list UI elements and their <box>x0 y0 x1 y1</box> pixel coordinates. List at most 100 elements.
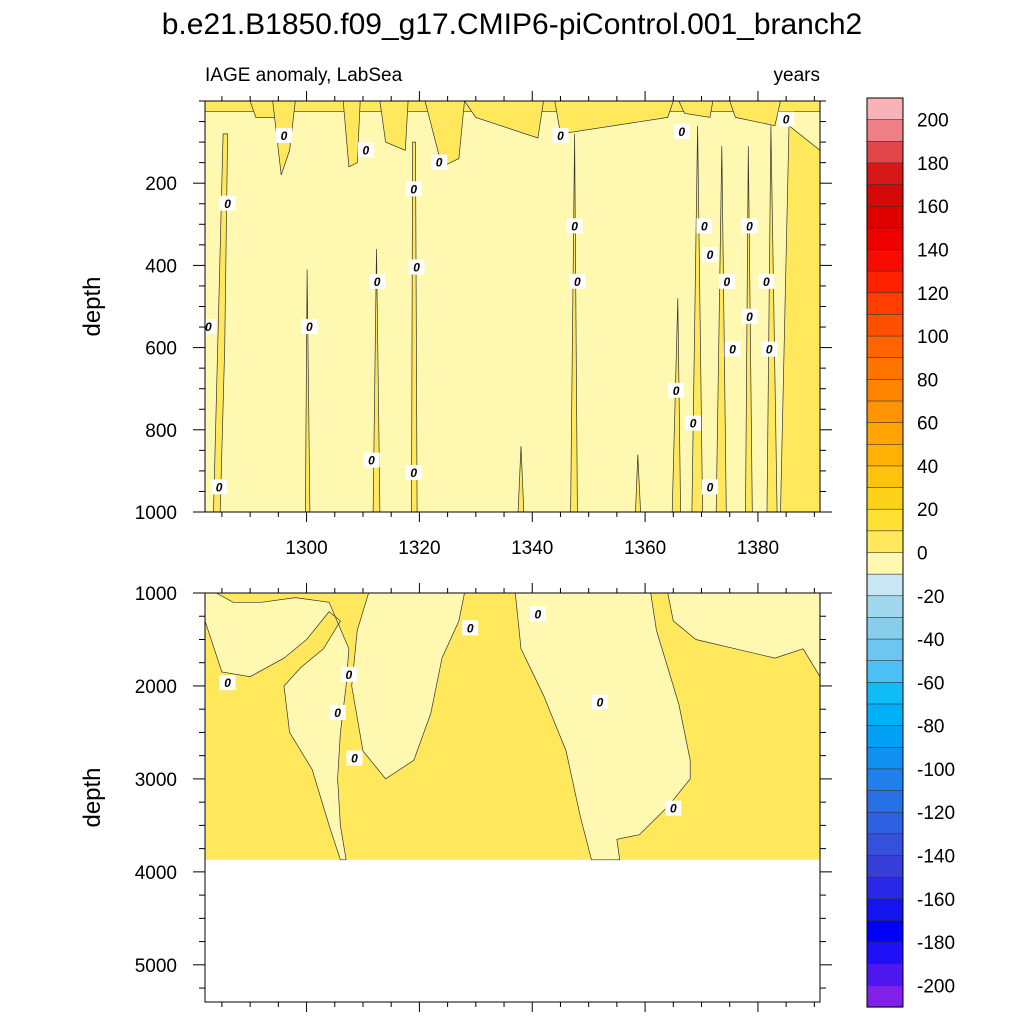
contour-label: 0 <box>529 606 546 622</box>
contour-label-text: 0 <box>224 197 231 211</box>
colorbar-label: -40 <box>917 630 944 651</box>
contour-label-box <box>673 123 690 139</box>
colorbar-swatch <box>866 335 904 359</box>
contour-label-box <box>685 415 702 431</box>
contour-label-box <box>363 452 380 468</box>
colorbar-label: -120 <box>917 803 955 824</box>
contour-label-text: 0 <box>597 696 604 710</box>
colorbar-label: 40 <box>917 457 938 478</box>
y-tick-label: 2000 <box>135 677 177 698</box>
contour-label-text: 0 <box>763 275 770 289</box>
contour-label-box <box>462 620 479 636</box>
colorbar-label: 140 <box>917 241 949 262</box>
colorbar-frame <box>866 97 904 1008</box>
colorbar: 200180160140120100806040200-20-40-60-80-… <box>866 97 955 1008</box>
contour-label-text: 0 <box>724 275 731 289</box>
colorbar-swatch <box>866 227 904 251</box>
y-tick-label: 1000 <box>135 584 177 605</box>
contour-label: 0 <box>346 750 363 766</box>
contour-label: 0 <box>431 154 448 170</box>
contour-label-text: 0 <box>224 676 231 690</box>
contour-label-box <box>219 195 236 211</box>
colorbar-swatch <box>866 703 904 727</box>
y-axis-label: depth <box>79 767 106 827</box>
contour-label-box <box>200 319 217 335</box>
contour-label-box <box>758 273 775 289</box>
contour-label: 0 <box>219 195 236 211</box>
contour-label: 0 <box>569 273 586 289</box>
contour-label-text: 0 <box>410 182 417 196</box>
contour-label-text: 0 <box>368 454 375 468</box>
colorbar-swatch <box>866 487 904 510</box>
contour-label: 0 <box>462 620 479 636</box>
lower-frame <box>204 592 821 1003</box>
contour-label-text: 0 <box>216 480 223 494</box>
colorbar-swatch <box>866 963 904 986</box>
colorbar-label: -20 <box>917 587 944 608</box>
contour-label: 0 <box>758 273 775 289</box>
contour-label-text: 0 <box>746 219 753 233</box>
colorbar-swatch <box>866 682 904 705</box>
contour-label-text: 0 <box>783 112 790 126</box>
colorbar-label: 100 <box>917 327 949 348</box>
colorbar-swatch <box>866 162 904 186</box>
colorbar-swatch <box>866 552 904 575</box>
colorbar-swatch <box>866 443 904 467</box>
colorbar-swatch <box>866 400 904 424</box>
contour-label-text: 0 <box>574 275 581 289</box>
contour-label-text: 0 <box>436 156 443 170</box>
contour-label: 0 <box>668 382 685 398</box>
contour-label-text: 0 <box>571 219 578 233</box>
colorbar-swatch <box>866 314 904 337</box>
contour-label-box <box>569 273 586 289</box>
figure-title: b.e21.B1850.f09_g17.CMIP6-piControl.001_… <box>162 8 863 41</box>
colorbar-swatch <box>866 920 904 943</box>
colorbar-swatch <box>866 292 904 316</box>
contour-label-box <box>340 666 357 682</box>
contour-label-text: 0 <box>306 320 313 334</box>
contour-label: 0 <box>219 675 236 691</box>
colorbar-swatch <box>866 184 904 207</box>
contour-label-box <box>668 382 685 398</box>
colorbar-label: -140 <box>917 847 955 868</box>
contour-label: 0 <box>301 319 318 335</box>
y-tick-label: 5000 <box>135 956 177 977</box>
contour-label-box <box>701 479 718 495</box>
y-tick-label: 4000 <box>135 863 177 884</box>
colorbar-swatch <box>866 249 904 272</box>
colorbar-swatch <box>866 595 904 619</box>
contour-label-text: 0 <box>670 802 677 816</box>
left-string: IAGE anomaly, LabSea <box>205 65 403 86</box>
colorbar-label: 160 <box>917 197 949 218</box>
colorbar-label: -80 <box>917 717 944 738</box>
contour-label: 0 <box>724 341 741 357</box>
contour-label-text: 0 <box>766 343 773 357</box>
contour-label-box <box>211 479 228 495</box>
contour-label-text: 0 <box>413 260 420 274</box>
contour-label-text: 0 <box>346 668 353 682</box>
contour-label-box <box>369 273 386 289</box>
colorbar-label: -180 <box>917 933 955 954</box>
contour-label: 0 <box>408 259 425 275</box>
contour-label-text: 0 <box>690 417 697 431</box>
colorbar-label: 200 <box>917 111 949 132</box>
colorbar-swatch <box>866 508 904 532</box>
colorbar-label: 180 <box>917 154 949 175</box>
colorbar-label: 120 <box>917 284 949 305</box>
contour-label-box <box>761 341 778 357</box>
contour-label-box <box>552 127 569 143</box>
colorbar-swatch <box>866 422 904 445</box>
colorbar-label: -160 <box>917 890 955 911</box>
colorbar-label: 0 <box>917 544 928 565</box>
colorbar-swatch <box>866 617 904 640</box>
colorbar-swatch <box>866 833 904 857</box>
contour-label: 0 <box>685 415 702 431</box>
colorbar-swatch <box>866 205 904 229</box>
contour-label-box <box>696 218 713 234</box>
colorbar-swatch <box>866 357 904 380</box>
contour-label-text: 0 <box>707 480 714 494</box>
contour-label: 0 <box>778 111 795 127</box>
contour-label-box <box>701 247 718 263</box>
contour-label-box <box>301 319 318 335</box>
